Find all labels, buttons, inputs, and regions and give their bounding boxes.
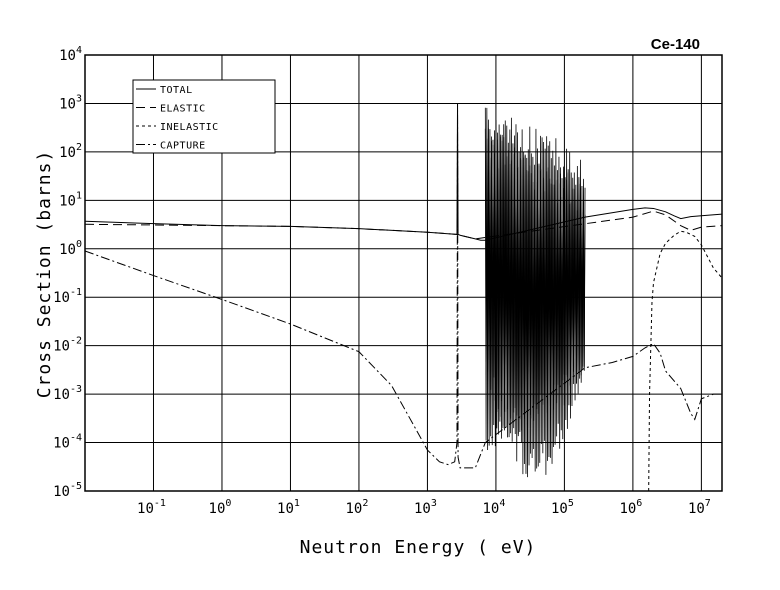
y-tick-label: 102 xyxy=(59,142,82,161)
legend: TOTAL ELASTIC INELASTIC CAPTURE xyxy=(132,79,276,154)
legend-label: ELASTIC xyxy=(160,104,206,115)
x-tick-label: 103 xyxy=(414,498,437,517)
y-tick-label: 10-3 xyxy=(53,384,82,403)
y-tick-label: 100 xyxy=(59,239,82,258)
tick-labels: 10-5 10-4 10-3 10-2 10-1 100 101 102 103 104 10-1 1… xyxy=(53,45,711,517)
x-tick-label: 101 xyxy=(277,498,300,517)
x-tick-label: 104 xyxy=(482,498,505,517)
x-tick-label: 107 xyxy=(688,498,711,517)
resonance-band xyxy=(484,128,586,450)
series-elastic xyxy=(84,210,723,240)
series-line xyxy=(648,230,723,492)
x-tick-label: 102 xyxy=(346,498,369,517)
x-tick-label: 100 xyxy=(209,498,232,517)
plot-frame xyxy=(84,54,723,492)
x-tick-label: 105 xyxy=(551,498,574,517)
legend-label: TOTAL xyxy=(160,85,193,96)
y-tick-label: 10-1 xyxy=(53,287,82,306)
y-tick-label: 103 xyxy=(59,93,82,112)
series-line xyxy=(84,103,723,241)
series-inelastic xyxy=(648,230,723,492)
y-tick-label: 104 xyxy=(59,45,82,64)
y-axis-label: Cross Section (barns) xyxy=(34,150,55,399)
y-tick-label: 10-4 xyxy=(53,433,82,452)
series-capture xyxy=(84,103,722,469)
legend-label: INELASTIC xyxy=(160,122,219,133)
y-tick-label: 10-5 xyxy=(53,481,82,500)
series-line xyxy=(84,103,722,469)
series-lines xyxy=(84,103,723,492)
x-axis-label: Neutron Energy ( eV) xyxy=(300,537,537,558)
y-tick-label: 101 xyxy=(59,190,82,209)
x-tick-label: 106 xyxy=(619,498,642,517)
y-tick-label: 10-2 xyxy=(53,336,82,355)
series-line xyxy=(84,210,723,240)
chart-title: Ce-140 xyxy=(651,36,700,53)
legend-label: CAPTURE xyxy=(160,141,206,152)
legend-box xyxy=(132,79,276,154)
x-tick-label: 10-1 xyxy=(137,498,166,517)
